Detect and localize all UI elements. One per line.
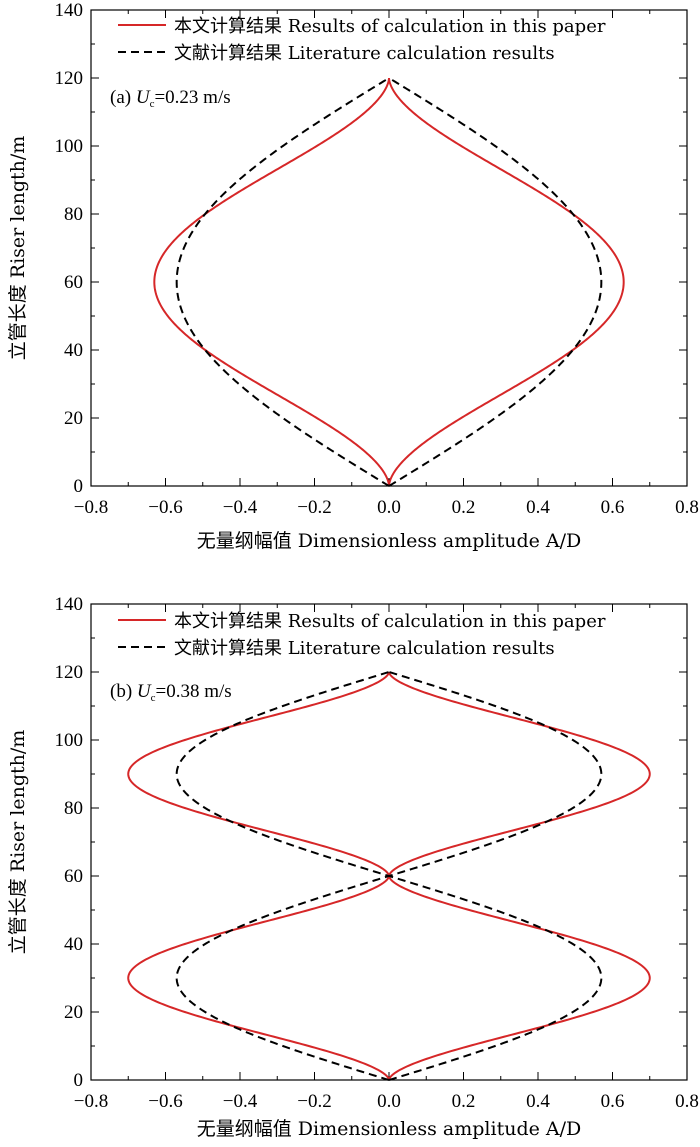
x-tick-label: 0.8 — [675, 497, 699, 518]
x-tick-label: −0.4 — [223, 1091, 258, 1112]
y-tick-labels: 0 20 40 60 80 100 120 140 — [55, 594, 84, 1091]
y-tick-label: 20 — [64, 1002, 83, 1023]
x-tick-label: 0.2 — [452, 1091, 476, 1112]
x-tick-label: 0.0 — [377, 497, 401, 518]
legend: 本文计算结果 Results of calculation in this pa… — [118, 16, 606, 64]
axis-ticks — [90, 603, 688, 1081]
series-lit-line-left — [175, 77, 390, 487]
y-axis-title: 立管长度 Riser length/m — [7, 730, 29, 955]
chart-panel-b: 0 20 40 60 80 100 120 140 −0.8 −0.6 −0.4 −0.2 0.0 0.… — [7, 594, 699, 1140]
x-tick-label: −0.4 — [223, 497, 258, 518]
y-tick-label: 140 — [55, 0, 84, 21]
legend-label-lit: 文献计算结果 Literature calculation results — [174, 638, 555, 659]
series-lit-line-right — [388, 77, 603, 487]
y-tick-label: 0 — [74, 476, 84, 497]
annotation-velocity: (b) Uc=0.38 m/s — [110, 681, 232, 704]
chart-panel-a: 0 20 40 60 80 100 120 140 −0.8 −0.6 −0.4 −0.2 0.0 0.… — [7, 0, 699, 552]
y-tick-labels: 0 20 40 60 80 100 120 140 — [55, 0, 84, 497]
y-tick-label: 140 — [55, 594, 84, 615]
plot-area: 0 20 40 60 80 100 120 140 −0.8 −0.6 −0.4 −0.2 0.0 0.… — [55, 594, 699, 1112]
data-curves — [153, 77, 625, 487]
x-tick-label: 0.6 — [601, 1091, 625, 1112]
data-curves — [127, 671, 651, 1081]
annotation-velocity: (a) Uc=0.23 m/s — [110, 87, 231, 110]
series-lit-line-left — [175, 671, 393, 1081]
legend-label-calc: 本文计算结果 Results of calculation in this pa… — [174, 16, 606, 37]
x-tick-labels: −0.8 −0.6 −0.4 −0.2 0.0 0.2 0.4 0.6 0.8 — [74, 1091, 699, 1112]
legend: 本文计算结果 Results of calculation in this pa… — [118, 611, 606, 659]
x-tick-labels: −0.8 −0.6 −0.4 −0.2 0.0 0.2 0.4 0.6 0.8 — [74, 497, 699, 518]
series-calc-line-right — [388, 77, 625, 487]
y-tick-label: 40 — [64, 340, 83, 361]
y-tick-label: 20 — [64, 408, 83, 429]
y-tick-label: 120 — [55, 68, 84, 89]
x-axis-title: 无量纲幅值 Dimensionless amplitude A/D — [197, 530, 582, 552]
x-tick-label: −0.2 — [297, 497, 331, 518]
y-tick-label: 100 — [55, 730, 84, 751]
x-tick-label: −0.6 — [148, 1091, 182, 1112]
x-tick-label: −0.2 — [297, 1091, 331, 1112]
x-tick-label: −0.8 — [74, 1091, 108, 1112]
x-tick-label: 0.0 — [377, 1091, 401, 1112]
series-calc-line-left — [153, 77, 390, 487]
series-calc-line-left — [127, 671, 391, 1081]
y-tick-label: 80 — [64, 204, 83, 225]
legend-label-calc: 本文计算结果 Results of calculation in this pa… — [174, 611, 606, 632]
x-tick-label: 0.6 — [601, 497, 625, 518]
x-tick-label: 0.4 — [526, 1091, 550, 1112]
x-axis-title: 无量纲幅值 Dimensionless amplitude A/D — [197, 1118, 582, 1140]
x-tick-label: 0.2 — [452, 497, 476, 518]
y-tick-label: 100 — [55, 136, 84, 157]
y-tick-label: 60 — [64, 866, 83, 887]
x-tick-label: 0.4 — [526, 497, 550, 518]
plot-frame — [90, 603, 688, 1081]
x-tick-label: 0.8 — [675, 1091, 699, 1112]
series-calc-line-right — [387, 671, 651, 1081]
plot-area: 0 20 40 60 80 100 120 140 −0.8 −0.6 −0.4 −0.2 0.0 0.… — [55, 0, 699, 518]
y-tick-label: 40 — [64, 934, 83, 955]
x-tick-label: −0.8 — [74, 497, 108, 518]
y-axis-title: 立管长度 Riser length/m — [7, 136, 29, 361]
x-tick-label: −0.6 — [148, 497, 182, 518]
y-tick-label: 120 — [55, 662, 84, 683]
y-tick-label: 60 — [64, 272, 83, 293]
legend-label-lit: 文献计算结果 Literature calculation results — [174, 43, 555, 64]
axis-ticks — [90, 9, 688, 487]
y-tick-label: 0 — [74, 1070, 84, 1091]
y-tick-label: 80 — [64, 798, 83, 819]
